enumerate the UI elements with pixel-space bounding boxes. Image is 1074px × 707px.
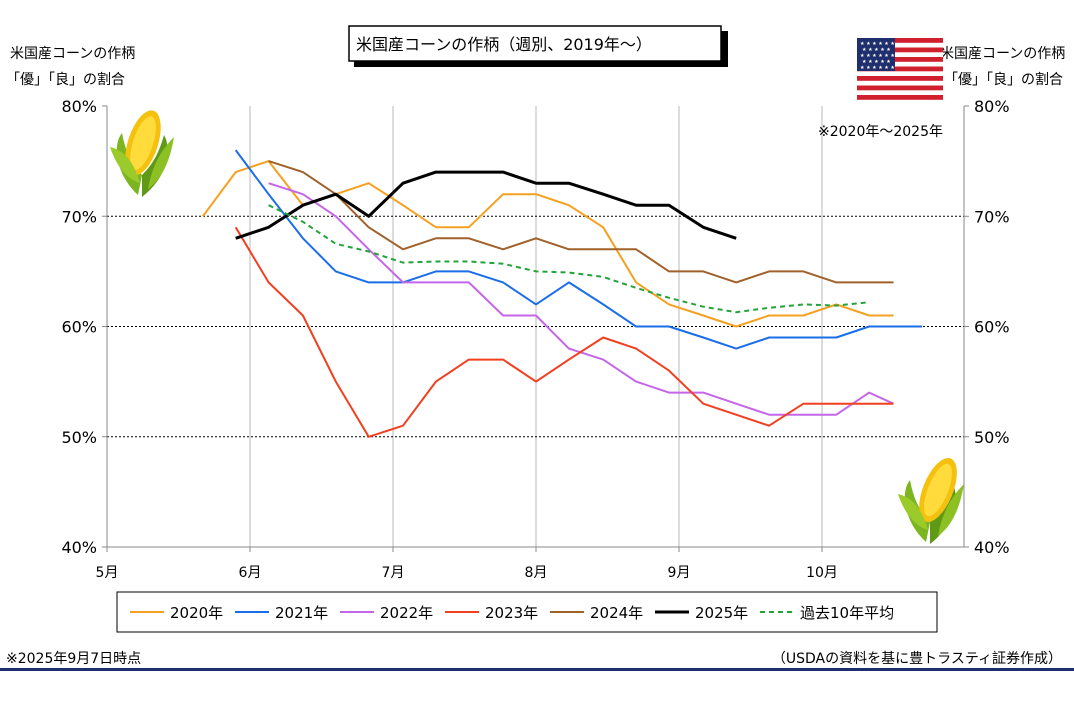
series-line: [234, 226, 894, 438]
series-line: [268, 204, 870, 314]
legend-label: 過去10年平均: [800, 604, 894, 622]
y-axis-label-right-line2: 「優」「良」の割合: [944, 71, 1063, 88]
x-tick-label: 8月: [525, 565, 548, 581]
svg-text:★ ★ ★ ★ ★: ★ ★ ★ ★ ★: [862, 59, 891, 65]
range-note: ※2020年～2025年: [818, 124, 943, 140]
chart-title: 米国産コーンの作柄（週別、2019年～）: [356, 35, 652, 54]
y-tick-label-left: 50%: [61, 428, 97, 447]
footnote-date: ※2025年9月7日時点: [6, 651, 141, 667]
x-tick-label: 5月: [96, 565, 119, 581]
y-tick-label-right: 80%: [974, 97, 1010, 116]
legend-label: 2021年: [275, 604, 328, 622]
x-tick-label: 10月: [806, 565, 838, 581]
svg-text:★ ★ ★ ★ ★ ★: ★ ★ ★ ★ ★ ★: [860, 53, 895, 59]
svg-text:★ ★ ★ ★ ★: ★ ★ ★ ★ ★: [862, 47, 891, 53]
legend-label: 2023年: [485, 604, 538, 622]
y-tick-label-right: 40%: [974, 538, 1010, 557]
legend-label: 2020年: [170, 604, 223, 622]
y-tick-label-right: 60%: [974, 318, 1010, 337]
legend-label: 2025年: [695, 604, 748, 622]
y-axis-label-right-line1: 米国産コーンの作柄: [940, 46, 1065, 62]
y-tick-label-right: 70%: [974, 207, 1010, 226]
chart-title-box: 米国産コーンの作柄（週別、2019年～）: [348, 25, 728, 67]
y-tick-label-left: 60%: [61, 318, 97, 337]
y-axis-label-left-line2: 「優」「良」の割合: [6, 71, 125, 88]
series-line: [234, 149, 923, 350]
corn-icon: [110, 110, 174, 197]
x-tick-label: 7月: [382, 565, 405, 581]
y-tick-label-right: 50%: [974, 428, 1010, 447]
us-flag-icon: ★ ★ ★ ★ ★ ★ ★ ★ ★ ★ ★ ★ ★ ★ ★ ★ ★ ★ ★ ★ …: [857, 38, 943, 100]
y-tick-label-left: 40%: [61, 538, 97, 557]
series-line: [268, 160, 894, 284]
legend-label: 2022年: [380, 604, 433, 622]
series-line: [268, 182, 894, 416]
footnote-source: （USDAの資料を基に豊トラスティ証券作成）: [772, 650, 1062, 667]
x-tick-label: 9月: [668, 565, 691, 581]
series-line: [235, 170, 737, 240]
y-tick-label-left: 80%: [61, 97, 97, 116]
x-tick-label: 6月: [239, 565, 262, 581]
y-axis-label-left-line1: 米国産コーンの作柄: [10, 46, 135, 62]
legend-label: 2024年: [590, 604, 643, 622]
corn-icon: [898, 457, 964, 544]
series-line: [201, 160, 894, 328]
footer-rule: [0, 668, 1074, 671]
y-tick-label-left: 70%: [61, 207, 97, 226]
svg-text:★ ★ ★ ★ ★ ★: ★ ★ ★ ★ ★ ★: [860, 65, 895, 71]
svg-text:★ ★ ★ ★ ★ ★: ★ ★ ★ ★ ★ ★: [860, 41, 895, 47]
